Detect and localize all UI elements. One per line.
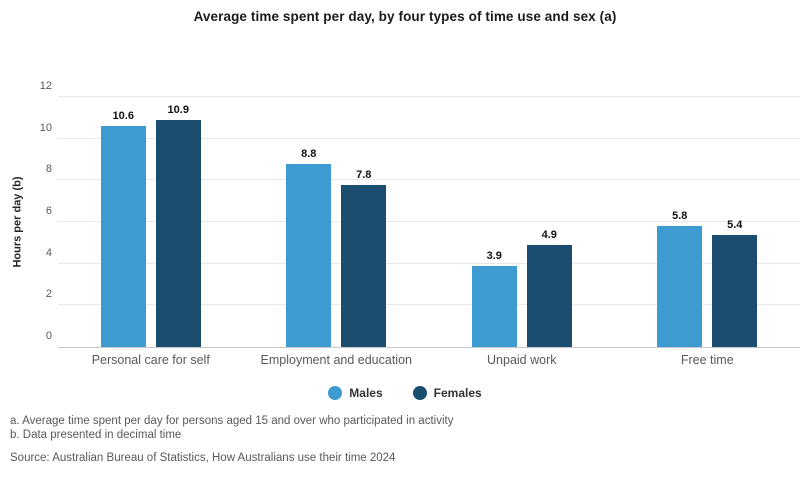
plot-area: 0 2 4 6 8 10 12 10.6 10.9 Personal care for self… [40,80,801,367]
bar-groups: 10.6 10.9 Personal care for self 8.8 7.8 Empl… [58,97,801,367]
category-label: Employment and education [260,353,412,367]
y-tick-label-6: 6 [45,205,52,217]
y-tick-label-10: 10 [39,121,52,134]
category-label: Unpaid work [487,353,557,367]
source-note: Source: Australian Bureau of Statistics,… [10,452,396,464]
value-label: 5.8 [672,210,688,223]
bar-females[interactable]: 4.9 [526,229,572,347]
bar-males[interactable]: 5.8 [657,210,703,347]
gridline-10 [58,137,800,139]
gridline-6 [58,221,800,222]
y-tick-label-0: 0 [45,330,52,342]
value-label: 5.4 [727,218,743,231]
bar-group: 8.8 7.8 Employment and education [244,97,430,367]
y-tick-label-8: 8 [45,163,52,176]
y-tick-label-4: 4 [45,246,52,259]
legend-swatch-icon [412,386,427,400]
footnote-a: a. Average time spent per day for person… [10,415,454,427]
x-axis-line [58,347,800,348]
value-label: 10.6 [112,110,134,123]
bar-group: 5.8 5.4 Free time [615,97,801,367]
category-label: Personal care for self [91,353,210,367]
category-label: Free time [680,353,734,367]
chart-title: Average time spent per day, by four type… [193,9,617,24]
y-axis-title: Hours per day (b) [12,176,25,268]
value-label: 8.8 [301,147,317,160]
value-label: 4.9 [541,228,557,241]
bar-females[interactable]: 7.8 [341,169,387,347]
gridline-4 [58,262,800,264]
bar-females[interactable]: 5.4 [712,219,758,347]
bar-males[interactable]: 3.9 [471,250,517,347]
gridline-2 [58,304,800,306]
bar-males[interactable]: 8.8 [286,148,332,347]
bar-females[interactable]: 10.9 [155,104,201,347]
footnote-b: b. Data presented in decimal time [10,428,182,441]
y-tick-label-2: 2 [45,288,52,301]
gridline-12 [58,96,800,97]
bar-group: 3.9 4.9 Unpaid work [429,97,615,367]
footnotes: a. Average time spent per day for person… [10,415,453,442]
legend-item-females[interactable]: Females [412,386,482,400]
value-label: 10.9 [167,103,189,116]
gridline-8 [58,179,800,181]
value-label: 7.8 [356,168,372,181]
legend-label: Females [433,386,482,400]
value-label: 3.9 [486,249,502,262]
y-tick-label-12: 12 [39,80,52,92]
legend-item-males[interactable]: Males [328,386,383,400]
legend: Males Females [0,386,810,400]
bar-group: 10.6 10.9 Personal care for self [58,97,244,367]
legend-label: Males [349,386,383,400]
legend-swatch-icon [328,386,343,400]
bar-males[interactable]: 10.6 [100,110,146,347]
